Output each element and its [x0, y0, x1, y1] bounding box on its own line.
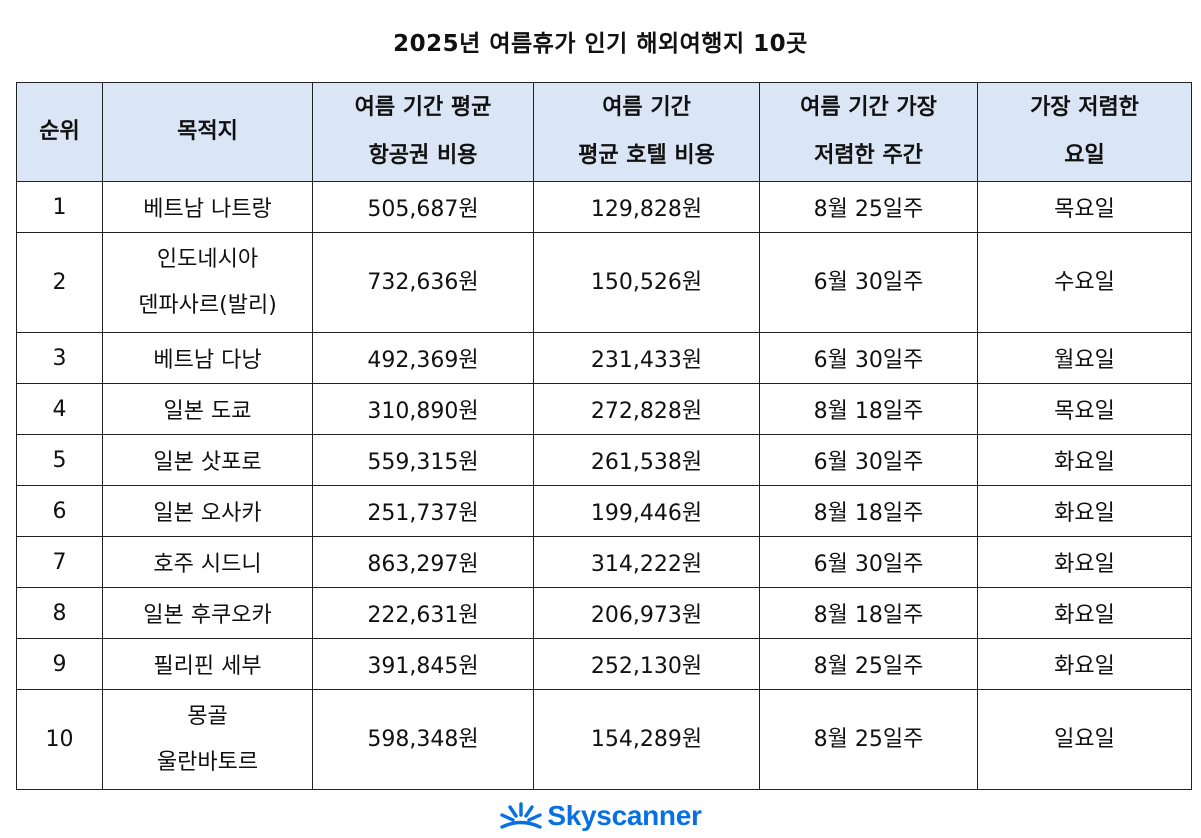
brand-name: Skyscanner: [547, 800, 702, 831]
rank-cell: 7: [16, 536, 103, 588]
table-row: 9 필리핀 세부 391,845원 252,130원 8월 25일주 화요일: [16, 638, 1192, 690]
hotel-cell: 231,433원: [533, 332, 760, 384]
table-row: 5 일본 삿포로 559,315원 261,538원 6월 30일주 화요일: [16, 434, 1192, 486]
table-row: 2 인도네시아 덴파사르(발리) 732,636원 150,526원 6월 30일…: [16, 232, 1192, 333]
cheapest-day-cell: 일요일: [977, 689, 1192, 790]
skyscanner-sunrise-logo-icon: [499, 801, 543, 831]
destination-cell: 일본 후쿠오카: [102, 587, 313, 639]
cheapest-day-cell: 목요일: [977, 181, 1192, 233]
hotel-cell: 252,130원: [533, 638, 760, 690]
rank-cell: 10: [16, 689, 103, 790]
rank-cell: 4: [16, 383, 103, 435]
airfare-cell: 732,636원: [312, 232, 534, 333]
table-row: 4 일본 도쿄 310,890원 272,828원 8월 18일주 목요일: [16, 383, 1192, 435]
cheapest-day-cell: 수요일: [977, 232, 1192, 333]
destination-cell: 일본 도쿄: [102, 383, 313, 435]
destination-ranking-table: 순위 목적지 여름 기간 평균 항공권 비용 여름 기간 평균 호텔 비용 여름 기…: [16, 82, 1192, 790]
destination-cell: 베트남 나트랑: [102, 181, 313, 233]
cheapest-day-cell: 화요일: [977, 536, 1192, 588]
table-row: 10 몽골 울란바토르 598,348원 154,289원 8월 25일주 일요일: [16, 689, 1192, 790]
table-row: 1 베트남 나트랑 505,687원 129,828원 8월 25일주 목요일: [16, 181, 1192, 233]
cheapest-week-cell: 8월 18일주: [759, 383, 978, 435]
rank-cell: 1: [16, 181, 103, 233]
table-header-row: 순위 목적지 여름 기간 평균 항공권 비용 여름 기간 평균 호텔 비용 여름 기…: [16, 82, 1192, 182]
table-row: 3 베트남 다낭 492,369원 231,433원 6월 30일주 월요일: [16, 332, 1192, 384]
airfare-cell: 492,369원: [312, 332, 534, 384]
destination-cell: 몽골 울란바토르: [102, 689, 313, 790]
destination-cell: 필리핀 세부: [102, 638, 313, 690]
airfare-cell: 391,845원: [312, 638, 534, 690]
header-airfare: 여름 기간 평균 항공권 비용: [312, 82, 534, 182]
rank-cell: 2: [16, 232, 103, 333]
cheapest-week-cell: 6월 30일주: [759, 536, 978, 588]
cheapest-day-cell: 화요일: [977, 434, 1192, 486]
table-row: 6 일본 오사카 251,737원 199,446원 8월 18일주 화요일: [16, 485, 1192, 537]
cheapest-week-cell: 8월 18일주: [759, 587, 978, 639]
hotel-cell: 150,526원: [533, 232, 760, 333]
header-destination: 목적지: [102, 82, 313, 182]
airfare-cell: 505,687원: [312, 181, 534, 233]
hotel-cell: 199,446원: [533, 485, 760, 537]
cheapest-day-cell: 월요일: [977, 332, 1192, 384]
cheapest-week-cell: 6월 30일주: [759, 232, 978, 333]
rank-cell: 8: [16, 587, 103, 639]
skyscanner-logo: Skyscanner: [499, 800, 702, 832]
destination-cell: 베트남 다낭: [102, 332, 313, 384]
destination-cell: 일본 오사카: [102, 485, 313, 537]
cheapest-day-cell: 목요일: [977, 383, 1192, 435]
airfare-cell: 559,315원: [312, 434, 534, 486]
hotel-cell: 206,973원: [533, 587, 760, 639]
cheapest-day-cell: 화요일: [977, 638, 1192, 690]
hotel-cell: 154,289원: [533, 689, 760, 790]
header-rank: 순위: [16, 82, 103, 182]
cheapest-week-cell: 8월 25일주: [759, 638, 978, 690]
footer: Skyscanner: [0, 800, 1201, 832]
airfare-cell: 310,890원: [312, 383, 534, 435]
rank-cell: 5: [16, 434, 103, 486]
destination-cell: 인도네시아 덴파사르(발리): [102, 232, 313, 333]
rank-cell: 3: [16, 332, 103, 384]
cheapest-day-cell: 화요일: [977, 587, 1192, 639]
header-cheapest-week: 여름 기간 가장 저렴한 주간: [759, 82, 978, 182]
hotel-cell: 314,222원: [533, 536, 760, 588]
airfare-cell: 251,737원: [312, 485, 534, 537]
hotel-cell: 272,828원: [533, 383, 760, 435]
hotel-cell: 129,828원: [533, 181, 760, 233]
airfare-cell: 222,631원: [312, 587, 534, 639]
airfare-cell: 863,297원: [312, 536, 534, 588]
page-title: 2025년 여름휴가 인기 해외여행지 10곳: [393, 31, 808, 57]
cheapest-week-cell: 8월 25일주: [759, 689, 978, 790]
table-row: 7 호주 시드니 863,297원 314,222원 6월 30일주 화요일: [16, 536, 1192, 588]
table-row: 8 일본 후쿠오카 222,631원 206,973원 8월 18일주 화요일: [16, 587, 1192, 639]
cheapest-week-cell: 8월 25일주: [759, 181, 978, 233]
cheapest-week-cell: 6월 30일주: [759, 332, 978, 384]
destination-cell: 호주 시드니: [102, 536, 313, 588]
destination-cell: 일본 삿포로: [102, 434, 313, 486]
header-cheapest-day: 가장 저렴한 요일: [977, 82, 1192, 182]
header-hotel: 여름 기간 평균 호텔 비용: [533, 82, 760, 182]
cheapest-week-cell: 8월 18일주: [759, 485, 978, 537]
cheapest-week-cell: 6월 30일주: [759, 434, 978, 486]
hotel-cell: 261,538원: [533, 434, 760, 486]
rank-cell: 6: [16, 485, 103, 537]
rank-cell: 9: [16, 638, 103, 690]
cheapest-day-cell: 화요일: [977, 485, 1192, 537]
airfare-cell: 598,348원: [312, 689, 534, 790]
